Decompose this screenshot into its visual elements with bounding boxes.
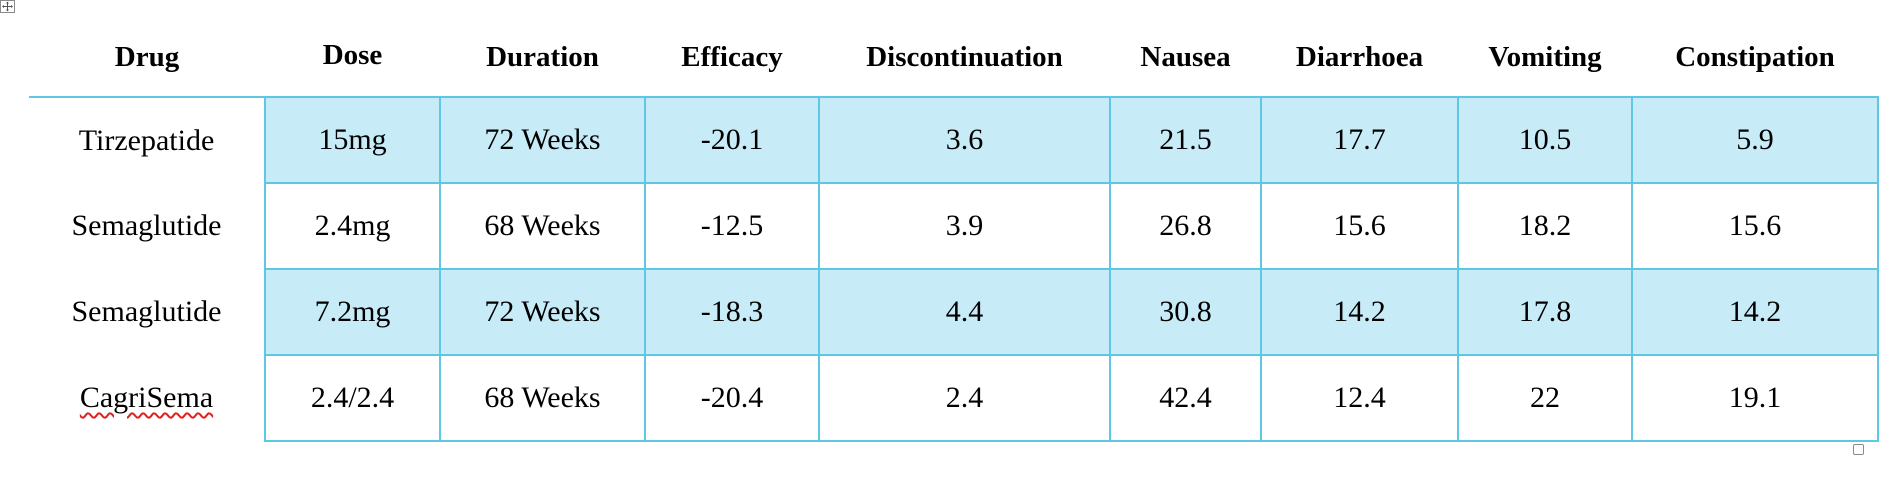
constipation-cell[interactable]: 5.9 [1631, 96, 1879, 184]
column-header-diarrhoea[interactable]: Diarrhoea [1261, 26, 1458, 98]
drug-name-cell[interactable]: Semaglutide [29, 183, 266, 269]
dose-cell[interactable]: 2.4mg [264, 182, 441, 270]
constipation-cell[interactable]: 15.6 [1631, 182, 1879, 270]
efficacy-cell[interactable]: -18.3 [644, 268, 820, 356]
constipation-cell[interactable]: 19.1 [1631, 354, 1879, 442]
discontinuation-cell[interactable]: 3.9 [818, 182, 1111, 270]
efficacy-cell[interactable]: -12.5 [644, 182, 820, 270]
nausea-cell[interactable]: 26.8 [1109, 182, 1262, 270]
efficacy-cell[interactable]: -20.4 [644, 354, 820, 442]
dose-cell[interactable]: 15mg [264, 96, 441, 184]
diarrhoea-cell[interactable]: 15.6 [1260, 182, 1459, 270]
nausea-cell[interactable]: 30.8 [1109, 268, 1262, 356]
constipation-cell[interactable]: 14.2 [1631, 268, 1879, 356]
table-row: Semaglutide 7.2mg 72 Weeks -18.3 4.4 30.… [29, 268, 1879, 356]
column-header-drug[interactable]: Drug [29, 26, 265, 98]
column-header-duration[interactable]: Duration [440, 26, 645, 98]
diarrhoea-cell[interactable]: 14.2 [1260, 268, 1459, 356]
vomiting-cell[interactable]: 18.2 [1457, 182, 1633, 270]
table-row: Tirzepatide 15mg 72 Weeks -20.1 3.6 21.5… [29, 96, 1879, 184]
column-header-efficacy[interactable]: Efficacy [645, 26, 819, 98]
diarrhoea-cell[interactable]: 12.4 [1260, 354, 1459, 442]
dose-cell[interactable]: 7.2mg [264, 268, 441, 356]
column-header-nausea[interactable]: Nausea [1110, 26, 1261, 98]
table-resize-handle-icon[interactable] [1853, 444, 1864, 455]
vomiting-cell[interactable]: 10.5 [1457, 96, 1633, 184]
table-row: Semaglutide 2.4mg 68 Weeks -12.5 3.9 26.… [29, 182, 1879, 270]
duration-cell[interactable]: 68 Weeks [439, 354, 646, 442]
table-move-handle-icon[interactable] [0, 0, 15, 13]
duration-cell[interactable]: 68 Weeks [439, 182, 646, 270]
drug-comparison-table[interactable]: Drug Dose Duration Efficacy Discontinuat… [29, 26, 1879, 442]
table-row: CagriSema 2.4/2.4 68 Weeks -20.4 2.4 42.… [29, 354, 1879, 442]
discontinuation-cell[interactable]: 4.4 [818, 268, 1111, 356]
diarrhoea-cell[interactable]: 17.7 [1260, 96, 1459, 184]
column-header-dose[interactable]: Dose [265, 26, 440, 98]
column-header-discontinuation[interactable]: Discontinuation [819, 26, 1110, 98]
discontinuation-cell[interactable]: 2.4 [818, 354, 1111, 442]
header-row: Drug Dose Duration Efficacy Discontinuat… [29, 26, 1878, 98]
column-header-vomiting[interactable]: Vomiting [1458, 26, 1632, 98]
dose-cell[interactable]: 2.4/2.4 [264, 354, 441, 442]
spellcheck-flagged-text[interactable]: CagriSema [79, 381, 214, 414]
vomiting-cell[interactable]: 22 [1457, 354, 1633, 442]
duration-cell[interactable]: 72 Weeks [439, 96, 646, 184]
column-header-constipation[interactable]: Constipation [1632, 26, 1878, 98]
duration-cell[interactable]: 72 Weeks [439, 268, 646, 356]
discontinuation-cell[interactable]: 3.6 [818, 96, 1111, 184]
vomiting-cell[interactable]: 17.8 [1457, 268, 1633, 356]
drug-name-cell[interactable]: Tirzepatide [29, 97, 266, 183]
nausea-cell[interactable]: 42.4 [1109, 354, 1262, 442]
nausea-cell[interactable]: 21.5 [1109, 96, 1262, 184]
drug-name-cell[interactable]: CagriSema [29, 355, 266, 441]
drug-name-cell[interactable]: Semaglutide [29, 269, 266, 355]
efficacy-cell[interactable]: -20.1 [644, 96, 820, 184]
